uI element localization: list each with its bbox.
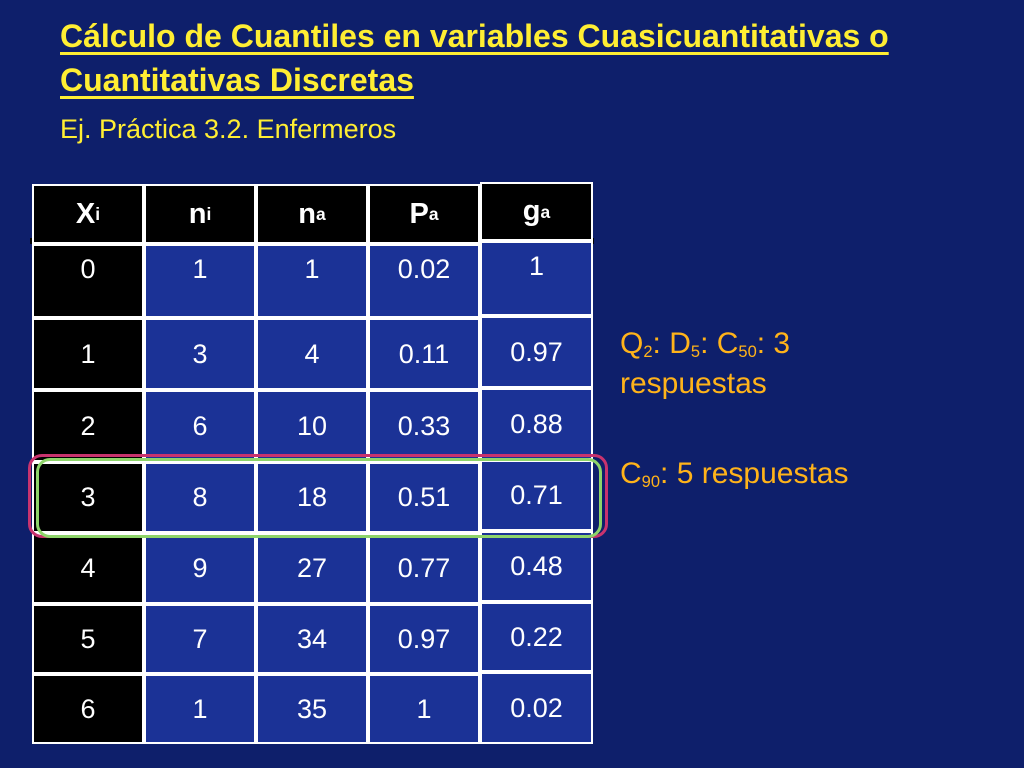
table-cell: 7 [144,604,256,674]
table-cell: 2 [32,390,144,462]
table-cell: 18 [256,462,368,533]
table-cell: 0.97 [368,604,480,674]
table-cell: 35 [256,674,368,744]
table-cell: 3 [32,462,144,533]
table-cell: 0.02 [368,244,480,318]
table-cell: 1 [144,674,256,744]
quantile-note-median-unit: respuestas [620,367,767,400]
table-cell: 0.22 [480,602,593,672]
table-cell: 1 [144,244,256,318]
quantile-note-median: Q2: D5: C50: 3 [620,327,791,362]
header-symbol: X [75,197,96,230]
table-cell: 0.33 [368,390,480,462]
table-cell: 6 [32,674,144,744]
table-cell: 0.97 [480,316,593,388]
table-cell: 27 [256,533,368,604]
header-symbol: g [522,195,541,227]
table-cell: 0 [32,244,144,318]
table-cell: 0.11 [368,318,480,390]
table-cell: 0.48 [480,531,593,602]
table-cell: 34 [256,604,368,674]
table-cell: 3 [144,318,256,390]
slide-subtitle: Ej. Práctica 3.2. Enfermeros [60,114,397,144]
table-cell: 4 [32,533,144,604]
table-cell: 9 [144,533,256,604]
table-cell: 4 [256,318,368,390]
table-cell: 1 [256,244,368,318]
slide-title: Cálculo de Cuantiles en variables Cuasic… [60,18,889,98]
header-symbol: n [298,197,317,230]
header-symbol: P [409,197,429,230]
table-cell: 6 [144,390,256,462]
header-symbol: n [188,197,207,230]
table-cell: 0.71 [480,460,593,531]
table-cell: 0.51 [368,462,480,533]
table-cell: 1 [32,318,144,390]
table-cell: 0.77 [368,533,480,604]
table-cell: 5 [32,604,144,674]
table-cell: 10 [256,390,368,462]
table-cell: 8 [144,462,256,533]
quantile-note-c90: C90: 5 respuestas [620,457,849,492]
table-cell: 1 [480,241,593,316]
table-cell: 0.88 [480,388,593,460]
table-cell: 1 [368,674,480,744]
table-cell: 0.02 [480,672,593,744]
